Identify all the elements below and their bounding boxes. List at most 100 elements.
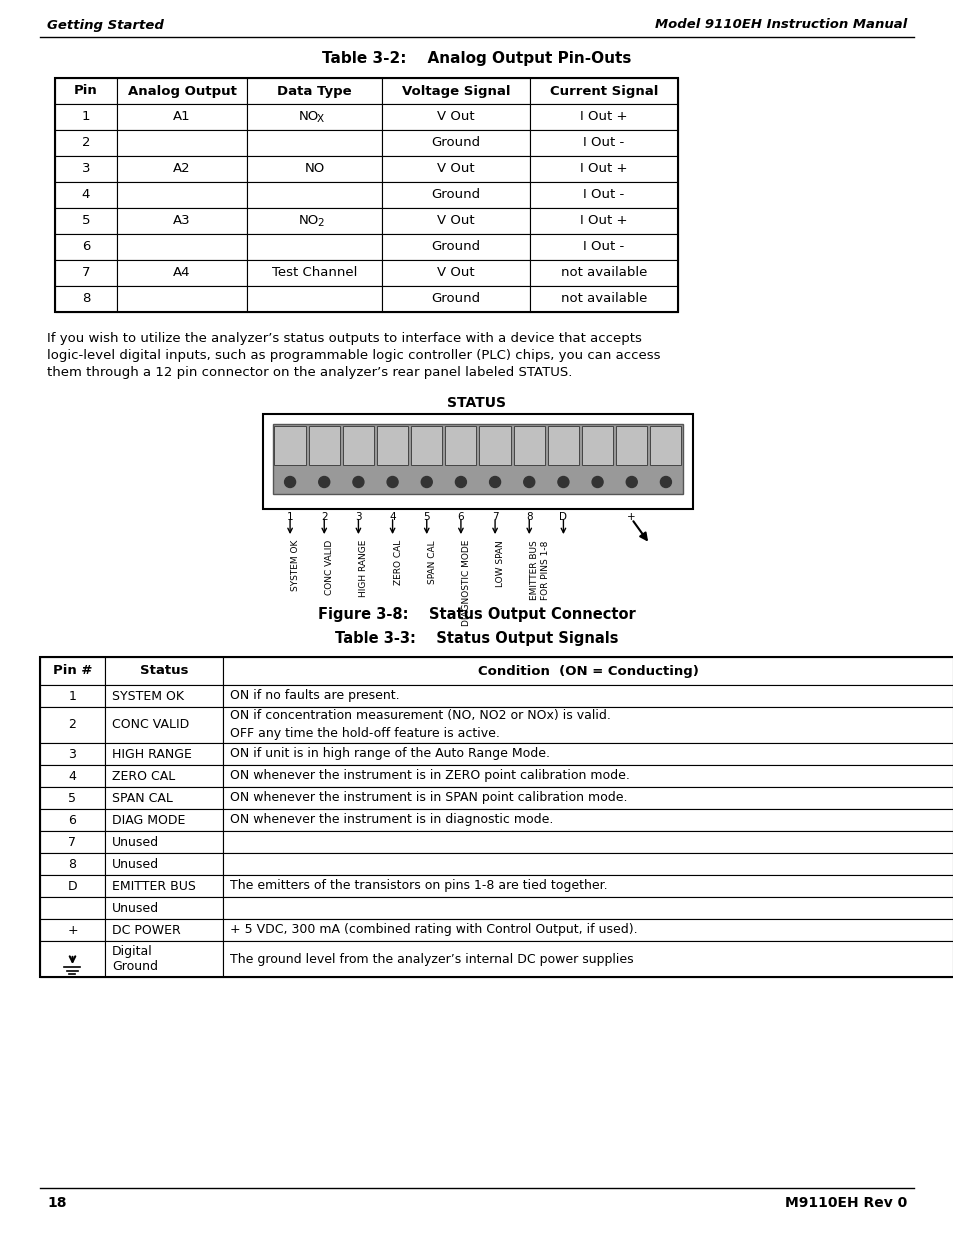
Text: Table 3-2:    Analog Output Pin-Outs: Table 3-2: Analog Output Pin-Outs [322,51,631,65]
Circle shape [592,477,602,488]
Bar [376,426,408,464]
Text: NO: NO [298,215,318,227]
Text: X: X [316,115,324,125]
Text: The ground level from the analyzer’s internal DC power supplies: The ground level from the analyzer’s int… [230,952,633,966]
Text: A2: A2 [173,163,191,175]
Text: EMITTER BUS
FOR PINS 1-8: EMITTER BUS FOR PINS 1-8 [530,540,549,600]
Bar [616,426,647,464]
Bar [55,207,117,233]
Bar [274,426,305,464]
Text: Voltage Signal: Voltage Signal [401,84,510,98]
Bar [105,657,223,685]
Circle shape [353,477,363,488]
Bar [40,919,105,941]
Bar [105,787,223,809]
Bar [105,706,223,743]
Bar [55,78,678,312]
Bar [381,104,530,130]
Text: CONC VALID: CONC VALID [325,540,334,595]
Bar [40,876,105,897]
Text: I Out -: I Out - [583,241,624,253]
Bar [223,706,953,743]
Bar [247,261,381,287]
Text: not available: not available [560,267,646,279]
Bar [530,287,678,312]
Text: I Out +: I Out + [579,163,627,175]
Bar [223,743,953,764]
Text: ON if concentration measurement (NO, NO2 or NOx) is valid.: ON if concentration measurement (NO, NO2… [230,709,610,722]
Bar [247,130,381,156]
Text: NO: NO [304,163,324,175]
Bar [247,207,381,233]
Text: 8: 8 [525,513,532,522]
Bar [247,233,381,261]
Text: ZERO CAL: ZERO CAL [394,540,402,585]
Bar [411,426,442,464]
Bar [530,130,678,156]
Text: I Out +: I Out + [579,215,627,227]
Text: SPAN CAL: SPAN CAL [427,540,436,584]
Bar [530,261,678,287]
Text: STATUS: STATUS [447,396,506,410]
Bar [381,287,530,312]
Text: Pin: Pin [74,84,98,98]
Circle shape [455,477,466,488]
Bar [530,156,678,182]
Bar [117,130,247,156]
Circle shape [318,477,330,488]
Bar [105,919,223,941]
Bar [55,182,117,207]
Text: D: D [558,513,567,522]
Bar [117,261,247,287]
Bar [117,104,247,130]
Text: logic-level digital inputs, such as programmable logic controller (PLC) chips, y: logic-level digital inputs, such as prog… [47,350,659,362]
Text: V Out: V Out [436,267,475,279]
Text: HIGH RANGE: HIGH RANGE [112,747,192,761]
Bar [55,287,117,312]
Circle shape [421,477,432,488]
Bar [247,156,381,182]
Text: M9110EH Rev 0: M9110EH Rev 0 [784,1195,906,1210]
Bar [530,207,678,233]
Text: NO: NO [298,110,318,124]
Bar [105,876,223,897]
Text: The emitters of the transistors on pins 1-8 are tied together.: The emitters of the transistors on pins … [230,879,607,893]
Text: 8: 8 [82,293,91,305]
Text: 8: 8 [69,857,76,871]
Bar [223,897,953,919]
Bar [530,78,678,104]
Circle shape [523,477,535,488]
Text: ON if unit is in high range of the Auto Range Mode.: ON if unit is in high range of the Auto … [230,747,550,761]
Text: 6: 6 [69,814,76,826]
Text: 7: 7 [82,267,91,279]
Text: V Out: V Out [436,110,475,124]
Text: ZERO CAL: ZERO CAL [112,769,175,783]
Bar [223,919,953,941]
Bar [309,426,339,464]
Text: +: + [67,924,78,936]
Text: + 5 VDC, 300 mA (combined rating with Control Output, if used).: + 5 VDC, 300 mA (combined rating with Co… [230,924,637,936]
Text: +: + [627,513,636,522]
Bar [479,426,510,464]
Bar [105,941,223,977]
Text: 3: 3 [82,163,91,175]
Bar [381,207,530,233]
Text: 4: 4 [82,189,91,201]
Text: 18: 18 [47,1195,67,1210]
Text: them through a 12 pin connector on the analyzer’s rear panel labeled STATUS.: them through a 12 pin connector on the a… [47,366,572,379]
Bar [223,764,953,787]
Text: ON if no faults are present.: ON if no faults are present. [230,689,399,703]
Text: not available: not available [560,293,646,305]
Bar [530,182,678,207]
Bar [40,657,105,685]
Bar [581,426,613,464]
Bar [381,261,530,287]
Text: Status: Status [139,664,188,678]
Text: OFF any time the hold-off feature is active.: OFF any time the hold-off feature is act… [230,727,499,741]
Bar [381,156,530,182]
Bar [247,104,381,130]
Circle shape [659,477,671,488]
Text: Unused: Unused [112,857,159,871]
Text: D: D [68,879,77,893]
Bar [381,182,530,207]
